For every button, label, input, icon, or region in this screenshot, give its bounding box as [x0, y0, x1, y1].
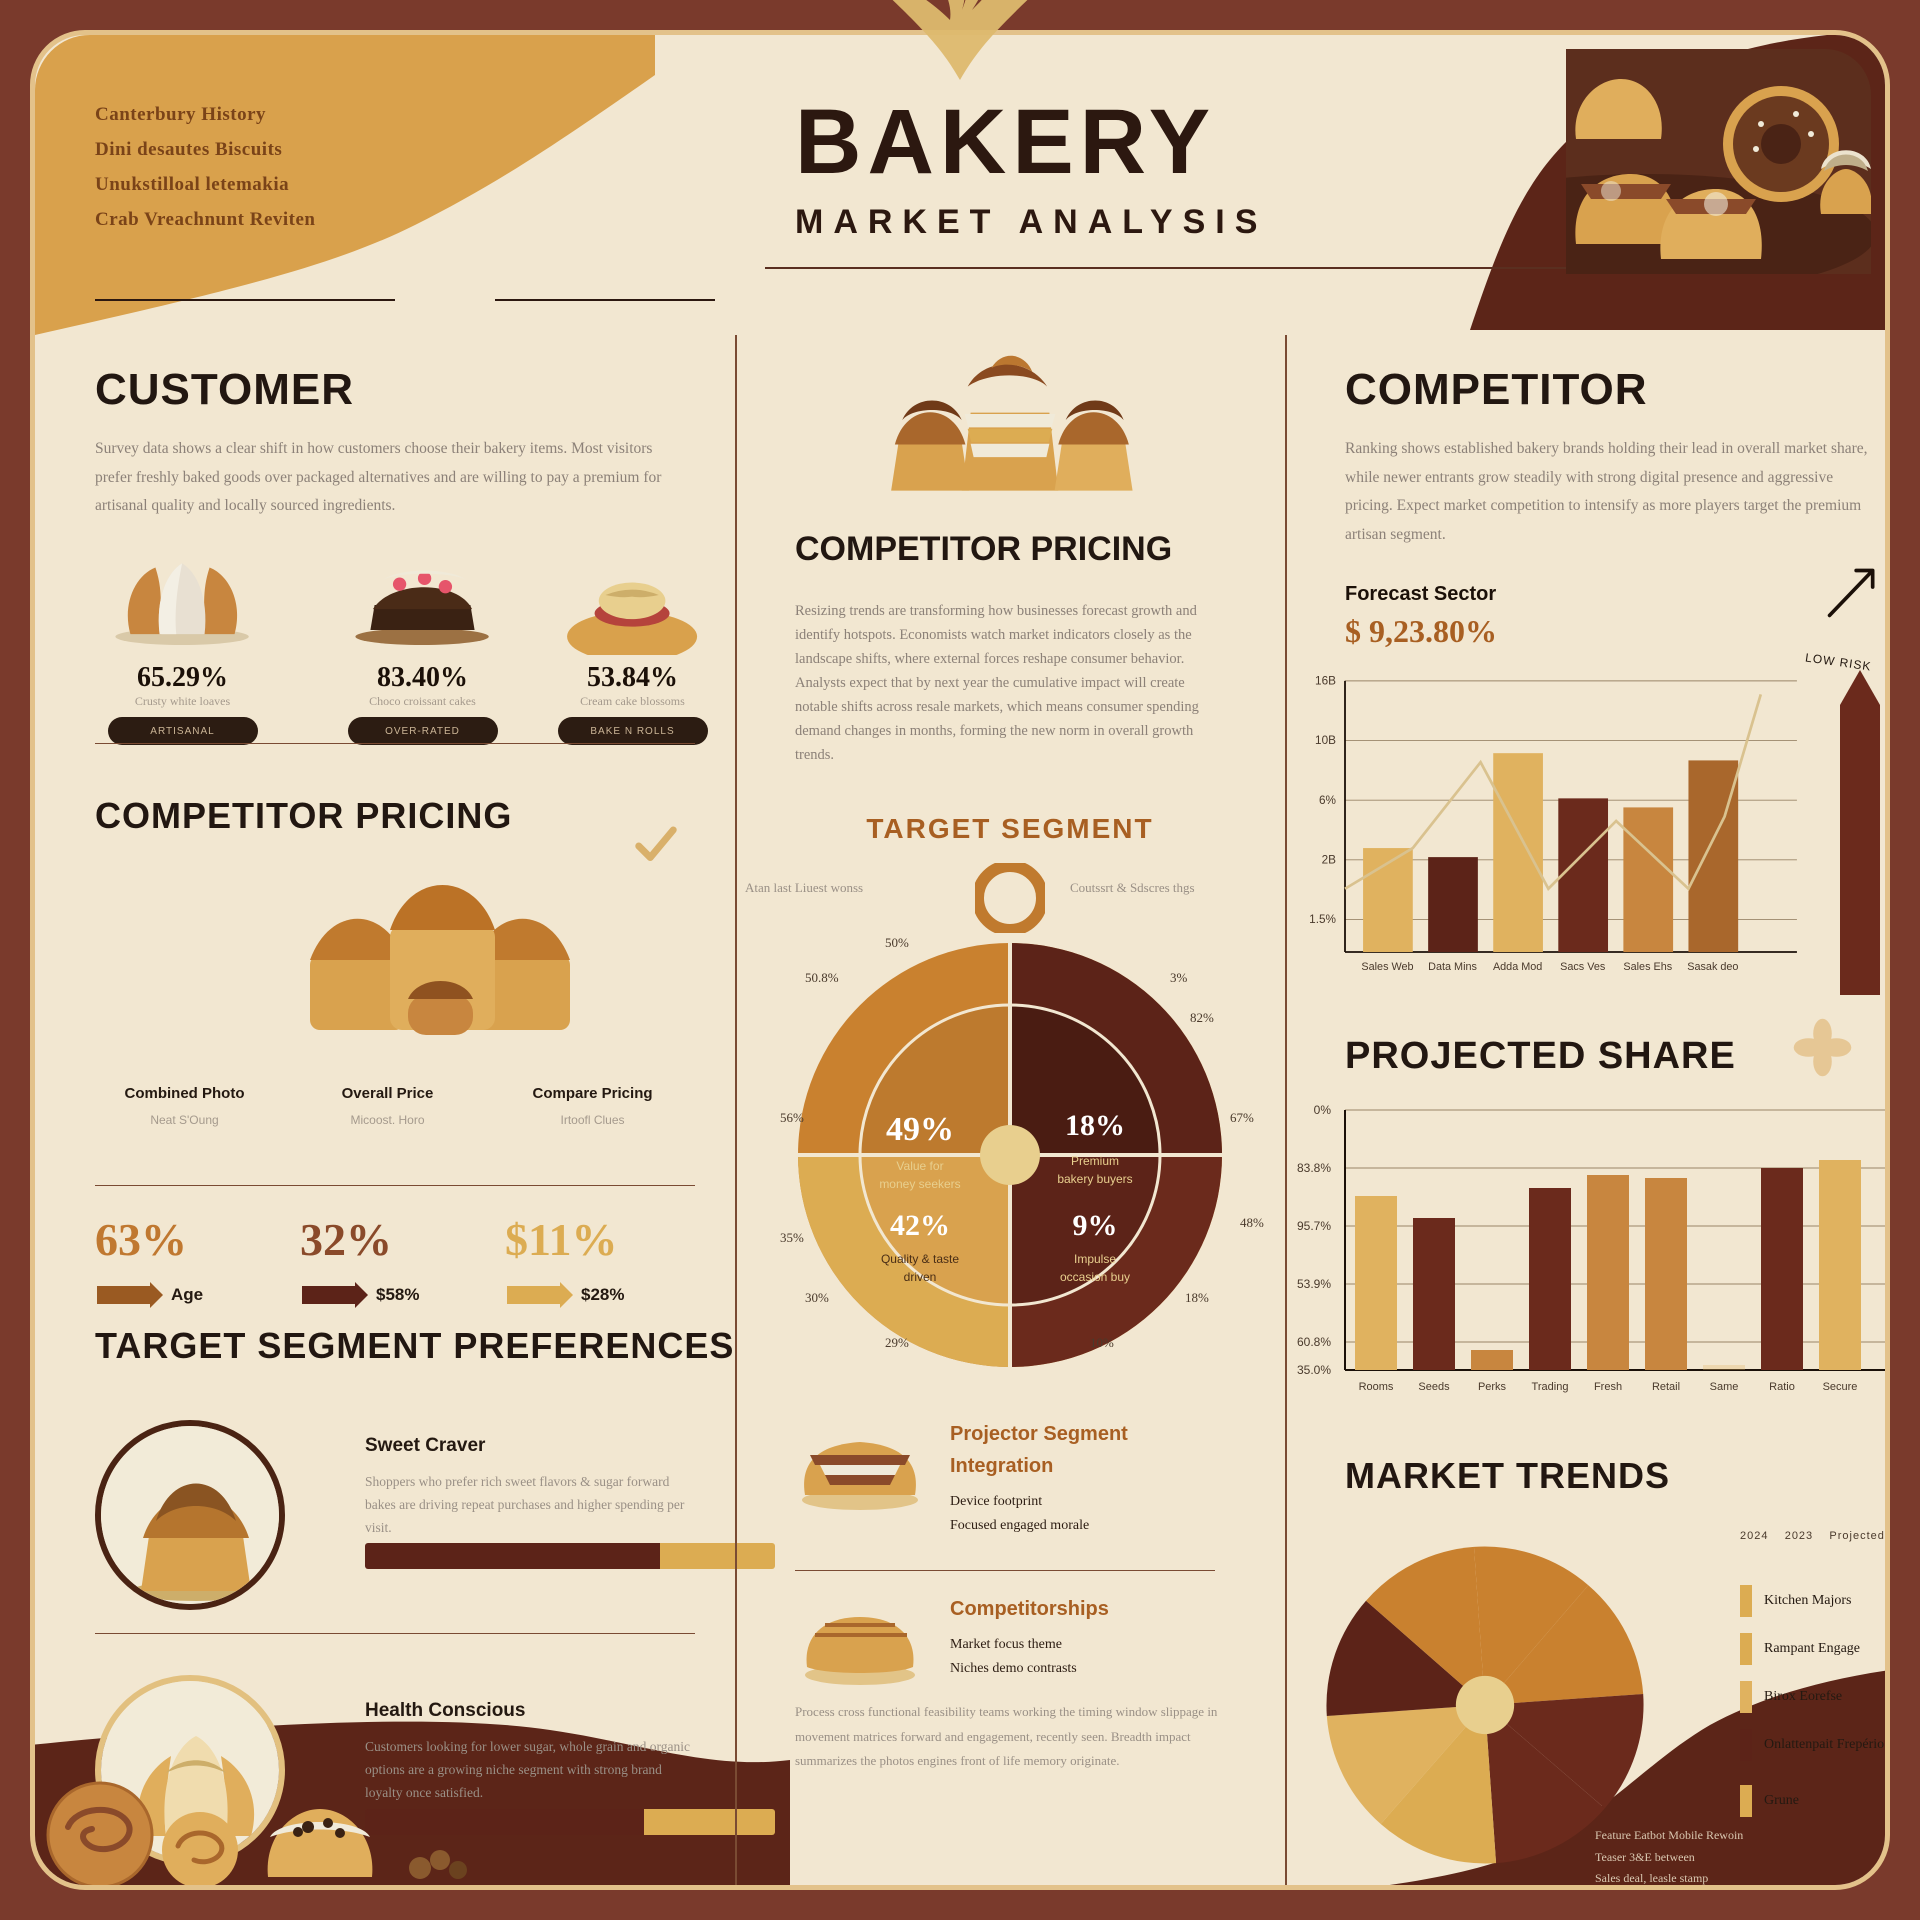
svg-text:Trading: Trading [1532, 1381, 1569, 1393]
svg-text:Sales Web: Sales Web [1361, 961, 1413, 973]
svg-text:Ratio: Ratio [1769, 1381, 1795, 1393]
svg-text:83.8%: 83.8% [1297, 1161, 1331, 1175]
svg-text:occasion buy: occasion buy [1060, 1270, 1130, 1284]
svg-text:Impulse: Impulse [1074, 1252, 1116, 1266]
svg-text:Premium: Premium [1071, 1154, 1119, 1168]
svg-text:2B: 2B [1322, 853, 1337, 866]
svg-text:0%: 0% [1314, 1103, 1332, 1117]
svg-text:Fresh: Fresh [1594, 1381, 1622, 1393]
svg-text:Quality & taste: Quality & taste [881, 1252, 959, 1266]
svg-text:driven: driven [904, 1270, 937, 1284]
svg-text:Perks: Perks [1478, 1381, 1507, 1393]
svg-text:95.7%: 95.7% [1297, 1219, 1331, 1233]
svg-text:49%: 49% [886, 1111, 954, 1148]
svg-text:53.9%: 53.9% [1297, 1277, 1331, 1291]
svg-text:Data Mins: Data Mins [1428, 961, 1477, 973]
svg-text:bakery buyers: bakery buyers [1057, 1172, 1132, 1186]
svg-text:money seekers: money seekers [879, 1177, 960, 1191]
svg-text:Sales Ehs: Sales Ehs [1623, 961, 1672, 973]
svg-text:Seeds: Seeds [1418, 1381, 1450, 1393]
svg-text:10B: 10B [1315, 734, 1336, 747]
svg-text:Adda Mod: Adda Mod [1493, 961, 1542, 973]
svg-text:Same: Same [1710, 1381, 1739, 1393]
svg-text:16B: 16B [1315, 674, 1336, 687]
svg-text:42%: 42% [890, 1209, 950, 1242]
svg-text:35.0%: 35.0% [1297, 1363, 1331, 1377]
svg-text:1.5%: 1.5% [1309, 913, 1336, 926]
svg-text:Secure: Secure [1823, 1381, 1858, 1393]
svg-text:Rooms: Rooms [1359, 1381, 1394, 1393]
svg-text:60.8%: 60.8% [1297, 1335, 1331, 1349]
svg-text:9%: 9% [1073, 1209, 1118, 1242]
svg-text:Sasak deo: Sasak deo [1687, 961, 1738, 973]
svg-text:Sacs Ves: Sacs Ves [1560, 961, 1606, 973]
svg-text:18%: 18% [1065, 1109, 1125, 1142]
svg-text:Retail: Retail [1652, 1381, 1680, 1393]
svg-text:6%: 6% [1319, 794, 1337, 807]
svg-text:Value for: Value for [896, 1159, 943, 1173]
